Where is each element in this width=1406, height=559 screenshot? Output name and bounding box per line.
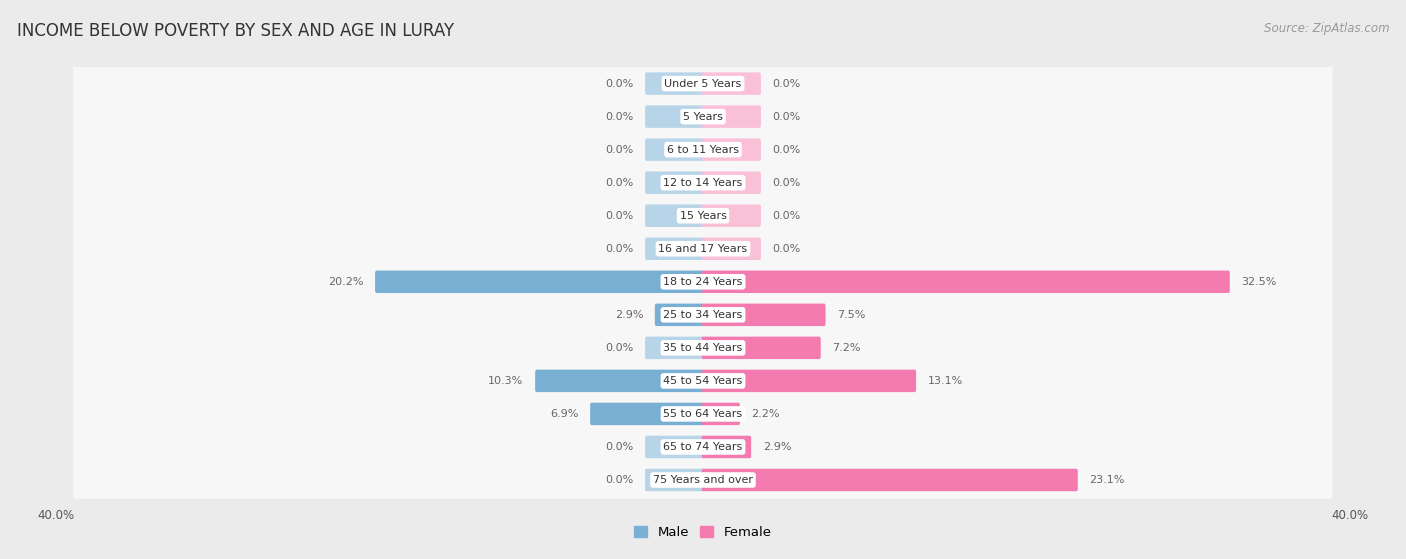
FancyBboxPatch shape (702, 139, 761, 161)
Text: 23.1%: 23.1% (1090, 475, 1125, 485)
Text: 0.0%: 0.0% (605, 475, 634, 485)
Text: Source: ZipAtlas.com: Source: ZipAtlas.com (1264, 22, 1389, 35)
FancyBboxPatch shape (702, 205, 761, 227)
FancyBboxPatch shape (73, 197, 1333, 235)
FancyBboxPatch shape (73, 164, 1333, 201)
Text: 0.0%: 0.0% (605, 178, 634, 188)
FancyBboxPatch shape (645, 106, 704, 128)
Text: 0.0%: 0.0% (605, 442, 634, 452)
Text: 6 to 11 Years: 6 to 11 Years (666, 145, 740, 155)
Text: 16 and 17 Years: 16 and 17 Years (658, 244, 748, 254)
FancyBboxPatch shape (702, 369, 917, 392)
FancyBboxPatch shape (73, 428, 1333, 466)
Text: 5 Years: 5 Years (683, 112, 723, 122)
FancyBboxPatch shape (375, 271, 704, 293)
Text: 0.0%: 0.0% (772, 112, 801, 122)
Text: 20.2%: 20.2% (328, 277, 363, 287)
Text: 18 to 24 Years: 18 to 24 Years (664, 277, 742, 287)
FancyBboxPatch shape (645, 72, 704, 95)
Text: 6.9%: 6.9% (550, 409, 578, 419)
FancyBboxPatch shape (591, 402, 704, 425)
Text: 0.0%: 0.0% (605, 211, 634, 221)
Text: INCOME BELOW POVERTY BY SEX AND AGE IN LURAY: INCOME BELOW POVERTY BY SEX AND AGE IN L… (17, 22, 454, 40)
Text: 35 to 44 Years: 35 to 44 Years (664, 343, 742, 353)
Text: 2.2%: 2.2% (752, 409, 780, 419)
FancyBboxPatch shape (645, 435, 704, 458)
FancyBboxPatch shape (702, 337, 821, 359)
Text: Under 5 Years: Under 5 Years (665, 79, 741, 88)
Text: 55 to 64 Years: 55 to 64 Years (664, 409, 742, 419)
Text: 2.9%: 2.9% (763, 442, 792, 452)
Text: 0.0%: 0.0% (605, 145, 634, 155)
FancyBboxPatch shape (655, 304, 704, 326)
Text: 75 Years and over: 75 Years and over (652, 475, 754, 485)
Text: 0.0%: 0.0% (772, 244, 801, 254)
Text: 0.0%: 0.0% (772, 178, 801, 188)
Text: 10.3%: 10.3% (488, 376, 523, 386)
FancyBboxPatch shape (645, 238, 704, 260)
Text: 7.2%: 7.2% (832, 343, 860, 353)
Text: 0.0%: 0.0% (772, 79, 801, 88)
FancyBboxPatch shape (73, 98, 1333, 135)
FancyBboxPatch shape (645, 172, 704, 194)
FancyBboxPatch shape (702, 469, 1078, 491)
FancyBboxPatch shape (702, 304, 825, 326)
Text: 65 to 74 Years: 65 to 74 Years (664, 442, 742, 452)
FancyBboxPatch shape (73, 362, 1333, 400)
Text: 0.0%: 0.0% (772, 145, 801, 155)
Text: 2.9%: 2.9% (614, 310, 643, 320)
FancyBboxPatch shape (73, 131, 1333, 168)
FancyBboxPatch shape (702, 172, 761, 194)
FancyBboxPatch shape (645, 337, 704, 359)
Text: 25 to 34 Years: 25 to 34 Years (664, 310, 742, 320)
Text: 0.0%: 0.0% (772, 211, 801, 221)
FancyBboxPatch shape (645, 139, 704, 161)
FancyBboxPatch shape (702, 106, 761, 128)
FancyBboxPatch shape (702, 402, 740, 425)
Text: 15 Years: 15 Years (679, 211, 727, 221)
FancyBboxPatch shape (73, 296, 1333, 334)
FancyBboxPatch shape (73, 395, 1333, 433)
Text: 7.5%: 7.5% (837, 310, 866, 320)
FancyBboxPatch shape (73, 329, 1333, 367)
FancyBboxPatch shape (73, 263, 1333, 301)
FancyBboxPatch shape (73, 230, 1333, 268)
FancyBboxPatch shape (702, 72, 761, 95)
FancyBboxPatch shape (73, 65, 1333, 102)
FancyBboxPatch shape (645, 205, 704, 227)
Text: 13.1%: 13.1% (928, 376, 963, 386)
FancyBboxPatch shape (536, 369, 704, 392)
Text: 45 to 54 Years: 45 to 54 Years (664, 376, 742, 386)
Legend: Male, Female: Male, Female (628, 521, 778, 544)
Text: 0.0%: 0.0% (605, 244, 634, 254)
Text: 12 to 14 Years: 12 to 14 Years (664, 178, 742, 188)
FancyBboxPatch shape (73, 461, 1333, 499)
FancyBboxPatch shape (702, 271, 1230, 293)
FancyBboxPatch shape (702, 435, 751, 458)
Text: 0.0%: 0.0% (605, 112, 634, 122)
Text: 0.0%: 0.0% (605, 79, 634, 88)
FancyBboxPatch shape (645, 469, 704, 491)
Text: 0.0%: 0.0% (605, 343, 634, 353)
Text: 32.5%: 32.5% (1241, 277, 1277, 287)
FancyBboxPatch shape (702, 238, 761, 260)
